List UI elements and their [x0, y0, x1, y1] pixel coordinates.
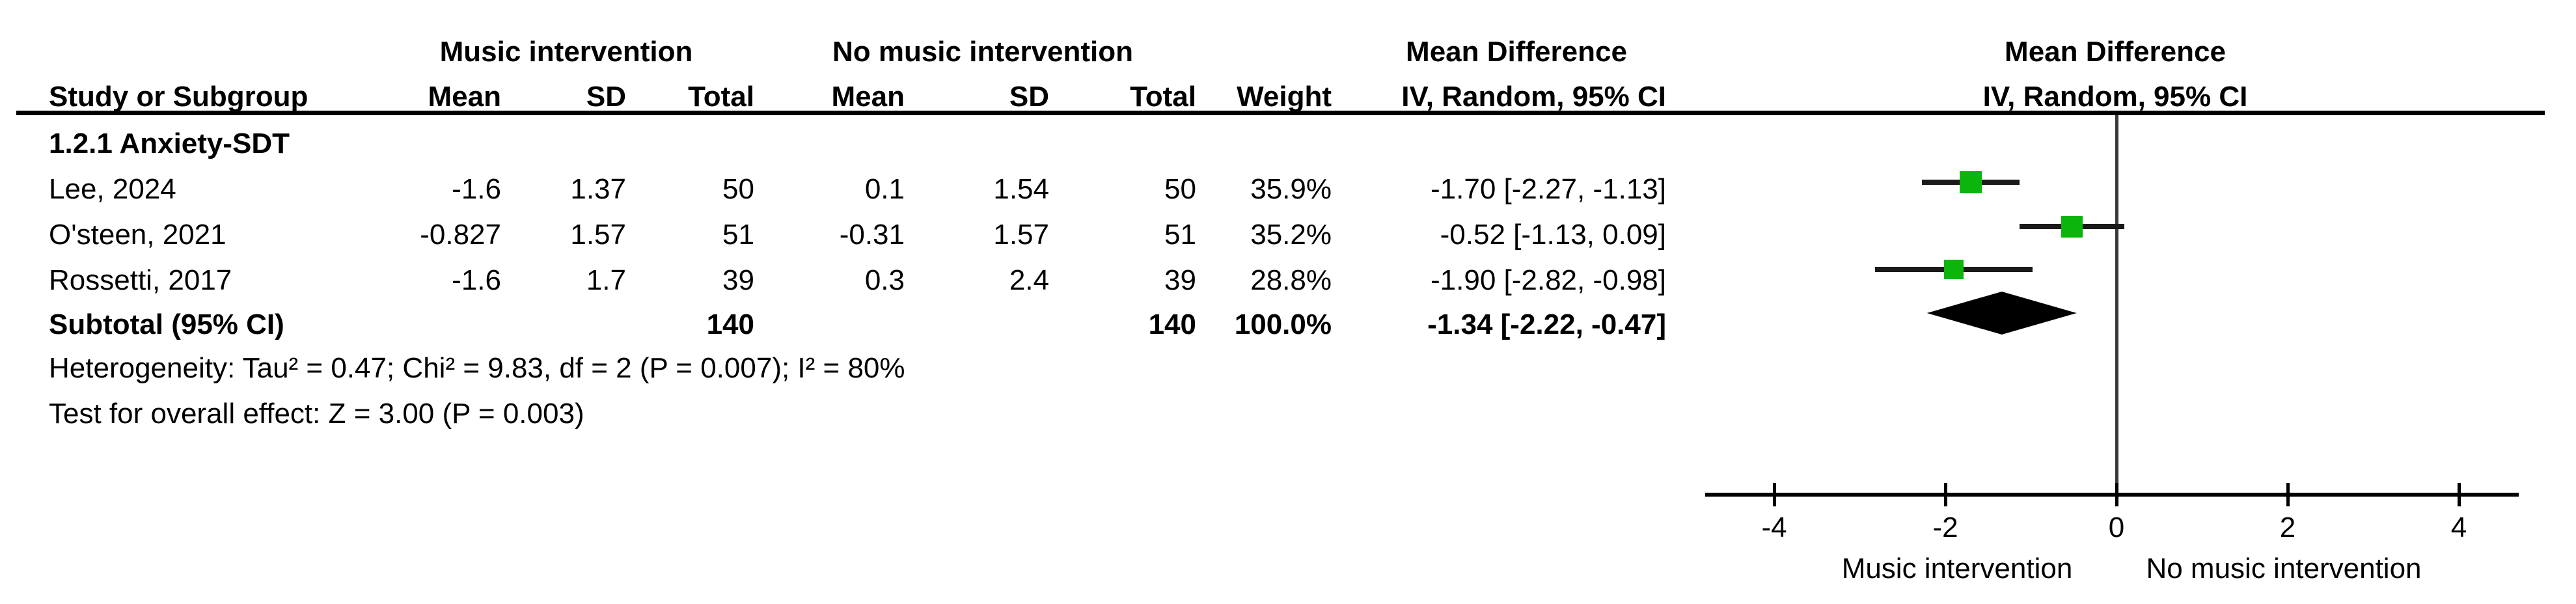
col-study-or-subgroup: Study or Subgroup [49, 81, 308, 113]
cell-mean1: -0.827 [420, 219, 501, 251]
cell-sd2: 1.54 [993, 173, 1049, 205]
col-mean-no-music: Mean [831, 81, 905, 113]
cell-total1: 50 [722, 173, 754, 205]
header-mean-difference-text: Mean Difference [1406, 36, 1627, 68]
cell-weight: 28.8% [1250, 264, 1332, 296]
subtotal-ci: -1.34 [-2.22, -0.47] [1427, 309, 1666, 340]
cell-mean1: -1.6 [452, 264, 501, 296]
cell-ci: -0.52 [-1.13, 0.09] [1440, 219, 1666, 251]
cell-mean2: 0.3 [864, 264, 905, 296]
header-rule [16, 111, 2545, 115]
axis-tick [2286, 483, 2290, 506]
subtotal-diamond [1926, 292, 2077, 335]
effect-square [1960, 171, 1982, 193]
zero-line [2115, 115, 2118, 495]
cell-sd1: 1.7 [586, 264, 626, 296]
axis-label-music-intervention: Music intervention [1841, 553, 2073, 584]
study-name: Lee, 2024 [49, 173, 176, 205]
col-total-no-music: Total [1130, 81, 1196, 113]
cell-sd2: 2.4 [1009, 264, 1049, 296]
cell-weight: 35.9% [1250, 173, 1332, 205]
col-ci-text: IV, Random, 95% CI [1401, 81, 1666, 113]
cell-ci: -1.90 [-2.82, -0.98] [1431, 264, 1666, 296]
cell-total2: 39 [1164, 264, 1196, 296]
effect-square [2061, 215, 2083, 238]
cell-mean2: 0.1 [864, 173, 905, 205]
subtotal-total-music: 140 [706, 309, 754, 340]
tick-label: 0 [2108, 512, 2125, 543]
col-ci-plot: IV, Random, 95% CI [1982, 81, 2248, 113]
col-weight: Weight [1237, 81, 1332, 113]
cell-sd1: 1.57 [570, 219, 626, 251]
cell-total1: 51 [722, 219, 754, 251]
heterogeneity-stats: Heterogeneity: Tau² = 0.47; Chi² = 9.83,… [49, 352, 905, 384]
tick-label: -2 [1932, 512, 1958, 543]
cell-sd2: 1.57 [993, 219, 1049, 251]
axis-tick [1944, 483, 1947, 506]
axis-tick [2115, 483, 2118, 506]
cell-mean2: -0.31 [839, 219, 905, 251]
tick-label: 4 [2450, 512, 2467, 543]
cell-mean1: -1.6 [452, 173, 501, 205]
subtotal-total-no-music: 140 [1148, 309, 1196, 340]
cell-weight: 35.2% [1250, 219, 1332, 251]
cell-total2: 50 [1164, 173, 1196, 205]
header-music-intervention: Music intervention [439, 36, 693, 68]
tick-label: 2 [2279, 512, 2296, 543]
overall-effect-stats: Test for overall effect: Z = 3.00 (P = 0… [49, 398, 584, 430]
col-mean-music: Mean [428, 81, 501, 113]
axis-tick [1773, 483, 1776, 506]
axis-label-no-music-intervention: No music intervention [2146, 553, 2422, 584]
x-axis-line [1705, 493, 2519, 497]
subtotal-weight: 100.0% [1234, 309, 1332, 340]
effect-square [1944, 260, 1964, 279]
subtotal-label: Subtotal (95% CI) [49, 309, 284, 340]
col-sd-music: SD [586, 81, 626, 113]
cell-ci: -1.70 [-2.27, -1.13] [1431, 173, 1666, 205]
col-total-music: Total [688, 81, 754, 113]
subgroup-label: 1.2.1 Anxiety-SDT [49, 128, 290, 159]
header-mean-difference-plot: Mean Difference [2005, 36, 2226, 68]
cell-total1: 39 [722, 264, 754, 296]
cell-sd1: 1.37 [570, 173, 626, 205]
study-name: Rossetti, 2017 [49, 264, 232, 296]
tick-label: -4 [1761, 512, 1787, 543]
cell-total2: 51 [1164, 219, 1196, 251]
col-sd-no-music: SD [1009, 81, 1049, 113]
axis-tick [2458, 483, 2461, 506]
study-name: O'steen, 2021 [49, 219, 226, 251]
header-no-music-intervention: No music intervention [832, 36, 1134, 68]
